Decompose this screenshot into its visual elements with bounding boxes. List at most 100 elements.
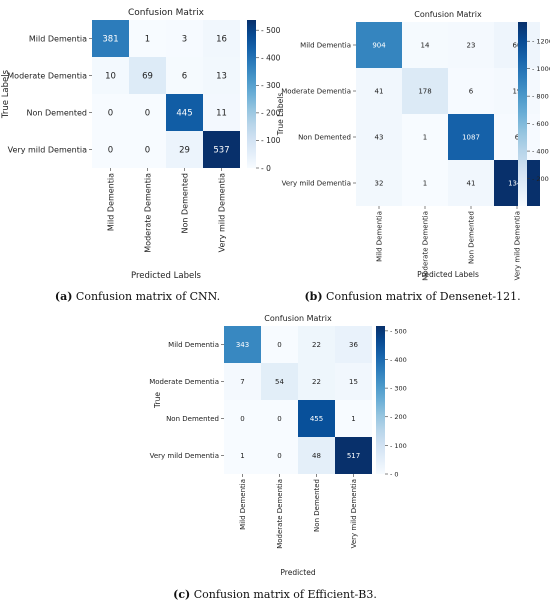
- colorbar-tick-label: - 200: [390, 413, 407, 421]
- cell-value-label: 7: [240, 378, 244, 386]
- cell-value-label: 517: [347, 452, 360, 460]
- y-tick-label: Very mild Dementia: [150, 452, 219, 460]
- cell-value-label: 15: [349, 378, 358, 386]
- cell-value-label: 455: [310, 415, 323, 423]
- colorbar-tick-label: - 200: [532, 175, 549, 183]
- cell-value-label: 16: [216, 34, 227, 44]
- y-axis-label: True Labels: [1, 69, 11, 119]
- heatmap-cell: [224, 437, 261, 474]
- heatmap-cell: [402, 22, 448, 68]
- cell-value-label: 32: [375, 179, 384, 187]
- y-tick-label: Moderate Dementia: [149, 378, 219, 386]
- heatmap-cell: [335, 400, 372, 437]
- colorbar-tick-label: - 400: [390, 356, 407, 364]
- heatmap-cell: [356, 160, 402, 206]
- x-tick-label: Non Demented: [180, 173, 189, 234]
- caption-c: (c) Confusion matrix of Efficient-B3.: [173, 588, 377, 601]
- heatmap-cell: [356, 114, 402, 160]
- cell-value-label: 178: [418, 87, 431, 95]
- confusion-matrix-1: Confusion Matrix 904 14 23 60 41 178 6 19 43 1 1087…: [276, 10, 550, 281]
- colorbar-tick-label: - 300: [261, 81, 281, 90]
- cell-value-label: 22: [312, 341, 321, 349]
- cell-value-label: 1: [423, 133, 427, 141]
- cell-value-label: 29: [179, 145, 190, 155]
- colorbar: [247, 20, 256, 168]
- y-tick-label: Very mild Dementia: [8, 145, 87, 154]
- heatmap-cell: [203, 20, 240, 57]
- heatmap-cell: [203, 131, 240, 168]
- cell-value-label: 1: [240, 452, 244, 460]
- x-tick-label: Mild Dementia: [239, 479, 247, 530]
- colorbar: [376, 326, 385, 474]
- y-tick-label: Non Demented: [27, 108, 88, 117]
- chart-title: Confusion Matrix: [414, 10, 482, 19]
- heatmap-cell: [166, 131, 203, 168]
- y-tick-label: Non Demented: [166, 415, 219, 423]
- colorbar-tick-label: - 100: [261, 136, 281, 145]
- heatmap-cell: [129, 94, 166, 131]
- y-tick-label: Moderate Dementia: [7, 71, 87, 80]
- heatmap-cell: [224, 326, 261, 363]
- heatmap-cell: [494, 68, 540, 114]
- heatmap-cell: [203, 94, 240, 131]
- x-tick-label: Very mild Dementia: [513, 211, 521, 280]
- heatmap-cell: [335, 326, 372, 363]
- x-tick-label: Moderate Dementia: [276, 479, 284, 549]
- chart-title: Confusion Matrix: [264, 314, 332, 323]
- cell-value-label: 13: [216, 71, 227, 81]
- x-tick-label: Very mild Dementia: [350, 479, 358, 548]
- cell-value-label: 43: [375, 133, 384, 141]
- colorbar-tick-label: - 300: [390, 385, 407, 393]
- cell-value-label: 0: [277, 452, 281, 460]
- cell-value-label: 19: [513, 87, 522, 95]
- x-axis-label: Predicted: [280, 568, 315, 577]
- x-tick-label: Mild Dementia: [106, 173, 115, 231]
- cell-value-label: 3: [182, 34, 187, 44]
- caption-b: (b) Confusion matrix of Densenet-121.: [304, 290, 521, 303]
- cell-value-label: 1087: [462, 133, 480, 141]
- heatmap-cell: [494, 114, 540, 160]
- cell-value-label: 36: [349, 341, 358, 349]
- colorbar-tick-label: - 1000: [532, 65, 550, 73]
- heatmap-cell: [448, 114, 494, 160]
- heatmap-cell: [335, 437, 372, 474]
- heatmap-cell: [261, 400, 298, 437]
- cell-value-label: 14: [421, 41, 430, 49]
- heatmap-cell: [402, 68, 448, 114]
- cell-value-label: 0: [277, 341, 281, 349]
- x-tick-label: Moderate Dementia: [143, 173, 152, 253]
- heatmap-cell: [402, 160, 448, 206]
- colorbar-tick-label: - 100: [390, 442, 407, 450]
- heatmap-cell: [92, 20, 129, 57]
- cell-value-label: 0: [145, 108, 150, 118]
- heatmap-cell: [298, 400, 335, 437]
- cell-value-label: 1340: [508, 179, 526, 187]
- heatmap-cell: [261, 437, 298, 474]
- cell-value-label: 0: [108, 145, 113, 155]
- x-axis-label: Predicted Labels: [131, 271, 202, 281]
- heatmap-cell: [298, 437, 335, 474]
- y-tick-label: Moderate Dementia: [281, 87, 351, 95]
- colorbar-tick-label: - 400: [532, 148, 549, 156]
- cell-value-label: 6: [515, 133, 520, 141]
- colorbar-tick-label: - 600: [532, 120, 549, 128]
- colorbar-tick-label: - 500: [390, 327, 407, 335]
- y-tick-label: Mild Dementia: [29, 34, 87, 43]
- heatmap-cell: [166, 20, 203, 57]
- cell-value-label: 41: [375, 87, 384, 95]
- heatmap-cell: [261, 326, 298, 363]
- heatmap-cell: [92, 57, 129, 94]
- heatmap-cell: [261, 363, 298, 400]
- heatmap-cell: [402, 114, 448, 160]
- heatmap-cell: [166, 57, 203, 94]
- colorbar: [518, 22, 527, 206]
- heatmap-cell: [129, 131, 166, 168]
- x-tick-label: Non Demented: [313, 479, 321, 532]
- heatmap-cell: [356, 22, 402, 68]
- colorbar-tick-label: - 0: [390, 470, 399, 478]
- x-tick-label: Very mild Dementia: [217, 173, 226, 252]
- heatmap-cell: [166, 94, 203, 131]
- cell-value-label: 0: [108, 108, 113, 118]
- cell-value-label: 0: [277, 415, 281, 423]
